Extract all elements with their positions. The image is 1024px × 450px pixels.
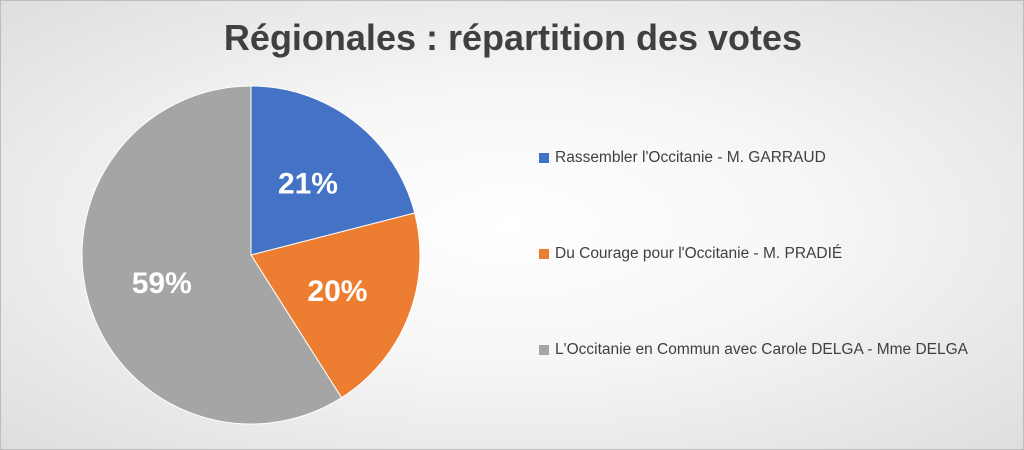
legend-label: Rassembler l'Occitanie - M. GARRAUD: [555, 149, 826, 166]
legend-swatch: [539, 249, 549, 259]
legend-label: L'Occitanie en Commun avec Carole DELGA …: [555, 341, 969, 358]
data-label: 59%: [132, 267, 192, 300]
pie-slice: [81, 85, 343, 425]
legend-item: Rassembler l'Occitanie - M. GARRAUD: [539, 149, 826, 167]
legend-swatch: [539, 345, 549, 355]
pie-slice: [250, 212, 421, 399]
legend-swatch: [539, 153, 549, 163]
data-label: 21%: [278, 168, 338, 201]
legend-item: Du Courage pour l'Occitanie - M. PRADIÉ: [539, 245, 842, 263]
legend-label: Du Courage pour l'Occitanie - M. PRADIÉ: [555, 245, 843, 262]
legend-item: L'Occitanie en Commun avec Carole DELGA …: [539, 341, 968, 359]
pie-chart: 21% 20% 59%: [81, 85, 421, 425]
data-label: 20%: [307, 275, 367, 308]
pie-slice: [250, 85, 416, 256]
chart-title: Régionales : répartition des votes: [223, 17, 803, 58]
